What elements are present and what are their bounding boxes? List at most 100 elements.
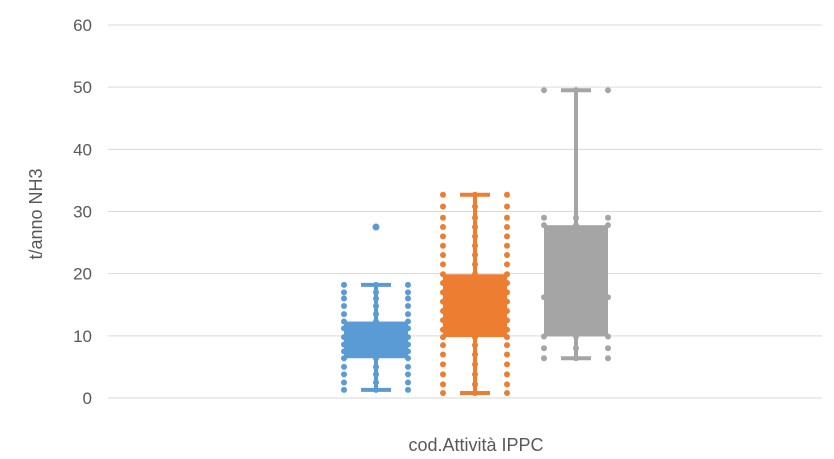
data-point (504, 361, 510, 368)
data-point (440, 361, 446, 368)
data-point (472, 334, 478, 341)
data-point (405, 281, 411, 288)
y-tick-label-30: 30 (73, 203, 92, 222)
data-point (341, 289, 347, 296)
data-point (341, 363, 347, 370)
data-point (440, 252, 446, 259)
data-point (373, 379, 379, 386)
data-point (605, 87, 611, 94)
data-point (440, 191, 446, 198)
data-point (440, 381, 446, 388)
data-point (440, 351, 446, 358)
data-point (504, 214, 510, 221)
data-point (472, 203, 478, 210)
box-series-1 (341, 223, 411, 393)
data-point (341, 295, 347, 302)
data-point (504, 261, 510, 268)
data-point (605, 222, 611, 229)
box-series-3 (541, 87, 611, 362)
data-point (472, 214, 478, 221)
data-point (373, 355, 379, 362)
data-point (341, 355, 347, 362)
data-point (504, 390, 510, 397)
data-point (373, 302, 379, 309)
data-point (440, 261, 446, 268)
data-point (341, 341, 347, 348)
data-point (605, 214, 611, 221)
data-point (504, 289, 510, 296)
data-point (573, 222, 579, 229)
data-point (472, 317, 478, 324)
data-point (341, 371, 347, 378)
data-point (504, 334, 510, 341)
data-point (373, 348, 379, 355)
data-point (341, 325, 347, 332)
data-point (405, 295, 411, 302)
data-point (573, 294, 579, 301)
data-point (405, 341, 411, 348)
data-point (405, 325, 411, 332)
data-point (440, 271, 446, 278)
data-point (373, 311, 379, 318)
data-point (440, 307, 446, 314)
gridlines (108, 24, 822, 399)
data-point (440, 214, 446, 221)
data-point (504, 351, 510, 358)
data-point (573, 333, 579, 340)
y-tick-label-20: 20 (73, 265, 92, 284)
data-point (605, 345, 611, 352)
data-point (405, 318, 411, 325)
data-point (373, 363, 379, 370)
data-point (541, 345, 547, 352)
data-point (373, 295, 379, 302)
data-point (472, 298, 478, 305)
data-point (541, 294, 547, 301)
data-point (440, 242, 446, 249)
data-point (472, 371, 478, 378)
data-point (472, 381, 478, 388)
data-point (440, 224, 446, 231)
data-point (405, 379, 411, 386)
data-point (440, 317, 446, 324)
data-point (504, 242, 510, 249)
data-point (472, 279, 478, 286)
data-point (440, 289, 446, 296)
data-point (472, 351, 478, 358)
y-tick-label-10: 10 (73, 327, 92, 346)
data-point (573, 87, 579, 94)
data-point (504, 371, 510, 378)
data-point (440, 334, 446, 341)
data-point (605, 333, 611, 340)
y-axis-tick-labels: 0 10 20 30 40 50 60 (73, 16, 92, 408)
data-point (504, 326, 510, 333)
data-point (472, 326, 478, 333)
data-point (341, 318, 347, 325)
data-point (440, 390, 446, 397)
data-point (573, 355, 579, 362)
data-point (405, 289, 411, 296)
data-point (440, 371, 446, 378)
y-axis-title: t/anno NH3 (26, 168, 46, 259)
x-axis-title: cod.Attività IPPC (408, 435, 543, 455)
data-point (504, 381, 510, 388)
data-point (440, 298, 446, 305)
data-point (605, 294, 611, 301)
data-point (504, 279, 510, 286)
data-point (504, 307, 510, 314)
data-point (472, 361, 478, 368)
data-point (472, 289, 478, 296)
data-point (504, 252, 510, 259)
data-point (472, 342, 478, 349)
data-point (472, 252, 478, 259)
data-point (373, 289, 379, 296)
data-point (373, 334, 379, 341)
data-point (472, 390, 478, 397)
y-tick-label-0: 0 (83, 389, 92, 408)
data-point (573, 214, 579, 221)
data-point (472, 242, 478, 249)
data-point (440, 326, 446, 333)
data-point (541, 87, 547, 94)
data-point (504, 191, 510, 198)
data-point (405, 348, 411, 355)
data-point (405, 363, 411, 370)
